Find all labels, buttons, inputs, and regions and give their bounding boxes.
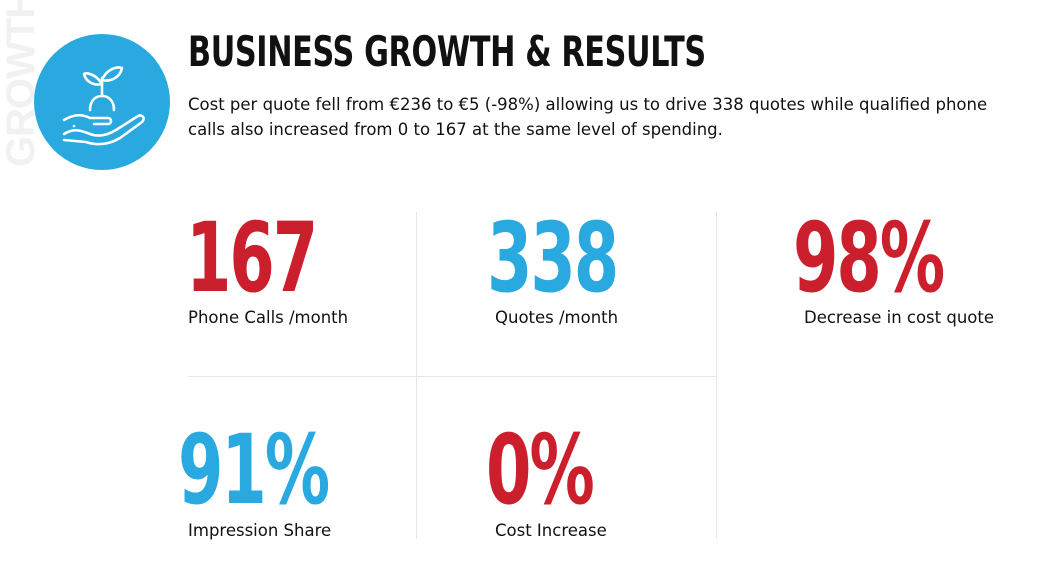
stat-label: Cost Increase: [495, 521, 607, 540]
stat-label: Phone Calls /month: [188, 308, 349, 327]
stat-cost-increase: 0% Cost Increase: [486, 414, 643, 540]
stat-phone-calls: 167 Phone Calls /month: [186, 202, 377, 327]
stat-value: 338: [487, 202, 619, 314]
stat-label: Quotes /month: [495, 308, 619, 327]
stat-value: 167: [186, 202, 318, 314]
stat-value: 91%: [178, 414, 330, 526]
stat-impression-share: 91% Impression Share: [178, 414, 399, 540]
growth-badge: [34, 34, 170, 170]
stat-value: 98%: [793, 202, 945, 314]
grid-divider: [416, 212, 417, 539]
stat-cost-decrease: 98% Decrease in cost quote: [793, 202, 1014, 327]
grid-divider: [188, 376, 716, 377]
stat-value: 0%: [486, 414, 595, 526]
stat-quotes: 338 Quotes /month: [487, 202, 678, 327]
plant-in-hand-icon: [62, 66, 145, 146]
stat-label: Decrease in cost quote: [804, 308, 995, 327]
summary-text: Cost per quote fell from €236 to €5 (-98…: [188, 95, 988, 139]
stat-label: Impression Share: [188, 521, 332, 540]
page-title: BUSINESS GROWTH & RESULTS: [188, 27, 706, 76]
grid-divider: [716, 212, 717, 539]
